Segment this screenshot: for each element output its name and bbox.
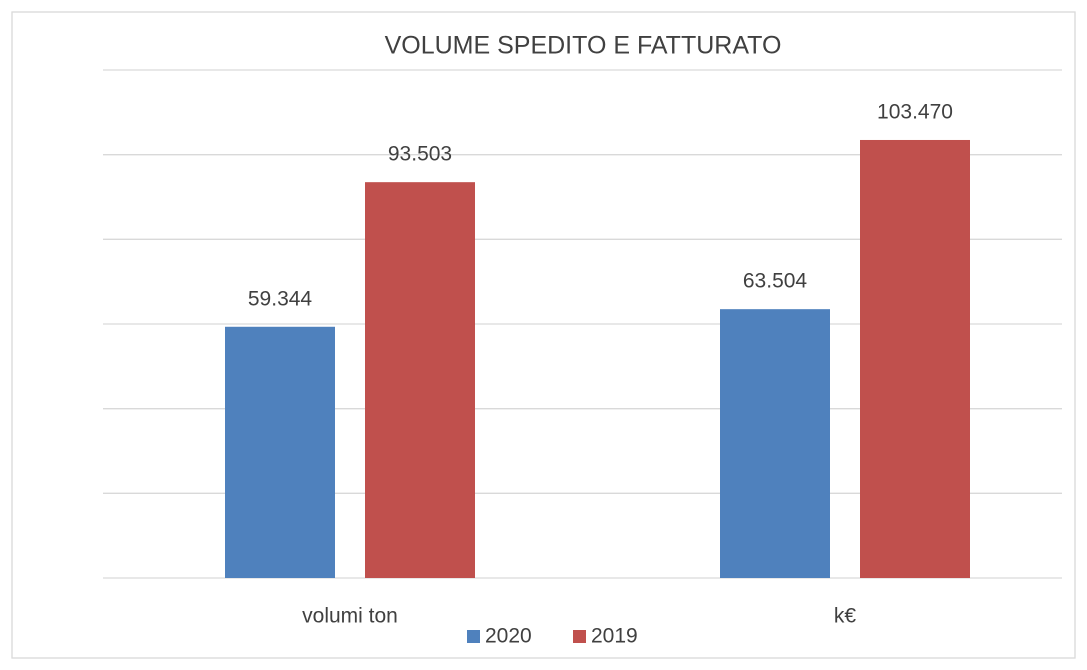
data-label: 59.344 <box>248 287 313 310</box>
data-label: 103.470 <box>877 101 953 124</box>
x-tick-label: volumi ton <box>302 605 398 628</box>
x-tick-label: k€ <box>834 605 857 628</box>
data-label: 93.503 <box>388 143 452 166</box>
legend-label: 2019 <box>591 625 638 648</box>
legend-swatch <box>573 630 586 643</box>
legend-swatch <box>467 630 480 643</box>
bar <box>365 182 475 578</box>
bar <box>225 326 335 578</box>
bar <box>860 139 970 579</box>
bar <box>720 309 830 578</box>
chart-title: VOLUME SPEDITO E FATTURATO <box>385 32 782 60</box>
data-label: 63.504 <box>743 270 808 293</box>
legend-label: 2020 <box>485 625 532 648</box>
